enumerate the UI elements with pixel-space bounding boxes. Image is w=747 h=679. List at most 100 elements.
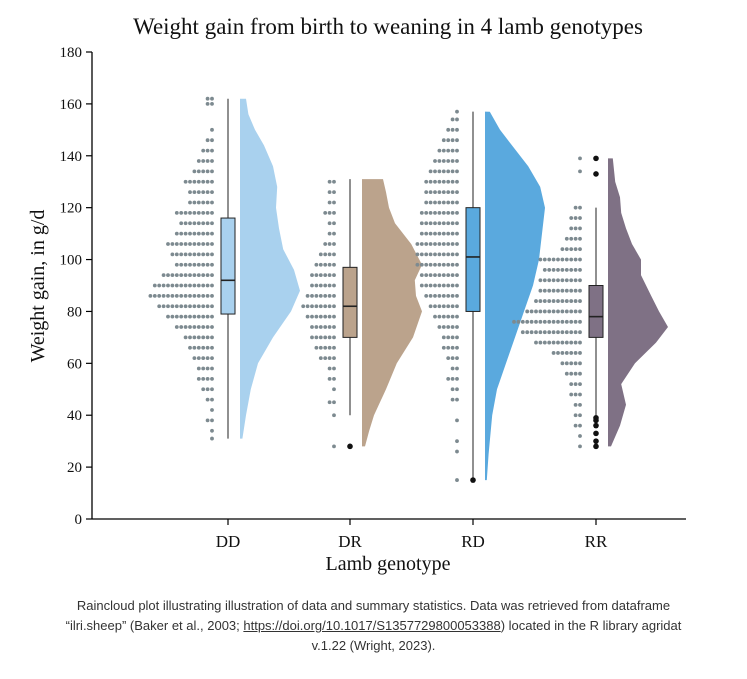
- data-point: [183, 179, 188, 184]
- data-point: [441, 252, 446, 257]
- data-point: [201, 387, 206, 392]
- data-point: [196, 252, 201, 257]
- data-point: [547, 340, 552, 345]
- data-point: [327, 377, 332, 381]
- data-point: [560, 330, 565, 335]
- y-tick-label: 40: [67, 408, 82, 424]
- data-point: [327, 345, 332, 350]
- data-point: [327, 325, 332, 329]
- data-point: [170, 283, 175, 288]
- data-point: [192, 179, 197, 184]
- data-point: [179, 262, 184, 267]
- data-point: [455, 397, 459, 402]
- data-point: [433, 200, 437, 205]
- data-point: [433, 242, 437, 246]
- data-point: [433, 314, 437, 319]
- doi-link[interactable]: https://doi.org/10.1017/S135772980005338…: [243, 618, 501, 633]
- data-point: [560, 268, 565, 272]
- data-point: [455, 293, 459, 298]
- data-point: [455, 377, 459, 381]
- data-point: [192, 242, 197, 246]
- data-point: [569, 392, 574, 397]
- data-point: [573, 309, 578, 314]
- x-tick-label: DD: [216, 532, 241, 551]
- data-point: [547, 309, 552, 314]
- data-point: [433, 169, 437, 174]
- data-point: [424, 231, 429, 236]
- data-point: [210, 190, 214, 195]
- data-point: [547, 288, 552, 293]
- data-point: [441, 179, 446, 184]
- data-point: [525, 309, 530, 314]
- data-point: [564, 351, 569, 355]
- y-tick-label: 80: [67, 304, 82, 320]
- data-point: [332, 345, 336, 350]
- data-point: [170, 293, 175, 298]
- data-point: [201, 314, 206, 319]
- data-point: [450, 345, 455, 350]
- data-point: [323, 335, 328, 340]
- data-point: [569, 382, 574, 386]
- data-point: [437, 179, 442, 184]
- data-point: [446, 159, 451, 163]
- data-point: [441, 210, 446, 215]
- data-point: [428, 210, 433, 215]
- data-point: [183, 231, 188, 236]
- data-point: [455, 478, 459, 482]
- data-point: [450, 366, 455, 371]
- data-point: [437, 283, 442, 288]
- data-point: [210, 335, 214, 340]
- data-point: [188, 293, 192, 298]
- data-point: [174, 210, 179, 215]
- data-point: [174, 304, 179, 309]
- data-point: [205, 210, 210, 215]
- data-point: [201, 200, 206, 205]
- data-point: [188, 242, 192, 246]
- y-tick-label: 0: [75, 512, 83, 528]
- data-point: [560, 309, 565, 314]
- data-point: [192, 262, 197, 267]
- data-point: [174, 273, 179, 278]
- data-point: [188, 283, 192, 288]
- data-point: [424, 242, 429, 246]
- data-point: [446, 148, 451, 153]
- data-point: [188, 314, 192, 319]
- data-point: [433, 231, 437, 236]
- data-point: [301, 304, 306, 309]
- data-point: [534, 299, 538, 303]
- data-point: [323, 325, 328, 329]
- data-point: [323, 345, 328, 350]
- data-point: [578, 268, 582, 272]
- data-point: [201, 159, 206, 163]
- data-point: [446, 242, 451, 246]
- data-point: [201, 293, 206, 298]
- data-point: [437, 148, 442, 153]
- data-point: [179, 252, 184, 257]
- data-point: [210, 366, 214, 371]
- data-point: [161, 273, 166, 278]
- data-point: [205, 169, 210, 174]
- data-point: [573, 330, 578, 335]
- data-point: [314, 304, 319, 309]
- data-point: [318, 335, 323, 340]
- data-point: [201, 231, 206, 236]
- data-point: [538, 278, 543, 283]
- data-point: [578, 288, 582, 293]
- data-point: [551, 268, 556, 272]
- data-point: [205, 252, 210, 257]
- data-point: [446, 221, 451, 226]
- data-point: [428, 262, 433, 267]
- data-point: [310, 273, 314, 278]
- data-point: [183, 221, 188, 226]
- data-point: [183, 273, 188, 278]
- data-point: [305, 314, 310, 319]
- series-dr: [301, 179, 422, 450]
- data-point: [564, 330, 569, 335]
- data-point: [564, 319, 569, 324]
- data-point: [450, 242, 455, 246]
- data-point: [428, 304, 433, 309]
- data-point: [192, 200, 197, 205]
- data-point: [188, 262, 192, 267]
- data-point: [415, 242, 420, 246]
- data-point: [210, 387, 214, 392]
